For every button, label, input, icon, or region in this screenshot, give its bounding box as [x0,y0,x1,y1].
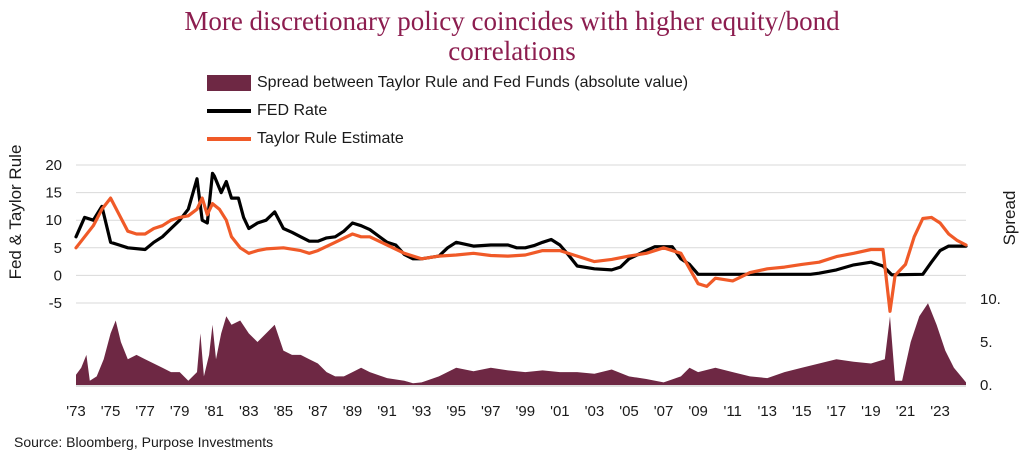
x-tick-label: '09 [688,403,708,420]
x-tick-label: '95 [446,403,466,420]
x-tick-label: '03 [585,403,605,420]
x-tick-label: '15 [792,403,812,420]
legend-swatch-spread [207,75,251,91]
x-tick-label: '17 [827,403,847,420]
legend-swatch-taylor [207,137,251,141]
x-tick-label: '05 [619,403,639,420]
left-tick-label: 0 [54,267,62,284]
left-axis-title: Fed & Taylor Rule [6,145,25,280]
legend-item-fed: FED Rate [207,100,327,122]
chart-title-line-1: More discretionary policy coincides with… [184,6,840,36]
x-tick-label: '85 [274,403,294,420]
x-tick-label: '83 [239,403,259,420]
legend-label-spread: Spread between Taylor Rule and Fed Funds… [257,74,689,91]
left-tick-label: -5 [49,295,62,312]
x-tick-label: '87 [308,403,328,420]
x-tick-label: '01 [550,403,570,420]
legend-swatch-fed [207,109,251,113]
x-tick-label: '99 [516,403,536,420]
x-tick-label: '77 [135,403,155,420]
x-tick-label: '73 [66,403,86,420]
x-tick-label: '79 [170,403,190,420]
legend-label-taylor: Taylor Rule Estimate [257,130,404,147]
chart-plot: 20 15 10 5 0 -5 10. 5. 0. '73 '75 '77 '79 '81 '83 '85… [6,145,1019,420]
x-tick-label: '21 [896,403,916,420]
chart-title-line-2: correlations [448,36,576,66]
x-tick-label: '75 [101,403,121,420]
legend-item-taylor: Taylor Rule Estimate [207,128,404,150]
x-tick-label: '81 [204,403,224,420]
right-tick-label: 5. [980,334,993,351]
fed-rate-line [74,171,968,277]
right-axis-ticks: 10. 5. 0. [980,291,1001,394]
left-tick-label: 10 [45,212,62,229]
left-tick-label: 15 [45,185,62,202]
x-tick-label: '89 [343,403,363,420]
taylor-rule-line [74,196,968,313]
source-note: Source: Bloomberg, Purpose Investments [14,434,274,450]
x-tick-label: '93 [412,403,432,420]
x-tick-label: '23 [930,403,950,420]
gridlines [76,164,966,304]
x-tick-label: '11 [723,403,741,420]
spread-area [76,303,966,385]
spread-area-layer [76,303,966,385]
left-tick-label: 20 [45,157,62,174]
x-tick-label: '91 [377,403,397,420]
legend-item-spread: Spread between Taylor Rule and Fed Funds… [207,72,688,94]
x-axis-ticks: '73 '75 '77 '79 '81 '83 '85 '87 '89 '91 '93 '95 '97 '… [66,403,950,420]
right-tick-label: 10. [980,291,1001,308]
legend-label-fed: FED Rate [257,102,328,119]
left-tick-label: 5 [54,240,62,257]
left-axis-ticks: 20 15 10 5 0 -5 [45,157,62,312]
x-tick-label: '13 [757,403,777,420]
fed-rate-line-layer [74,171,968,277]
right-axis-title: Spread [1000,191,1019,246]
right-tick-label: 0. [980,377,993,394]
x-tick-label: '07 [654,403,674,420]
x-tick-label: '19 [861,403,881,420]
taylor-rule-line-layer [74,196,968,313]
x-tick-label: '97 [481,403,501,420]
